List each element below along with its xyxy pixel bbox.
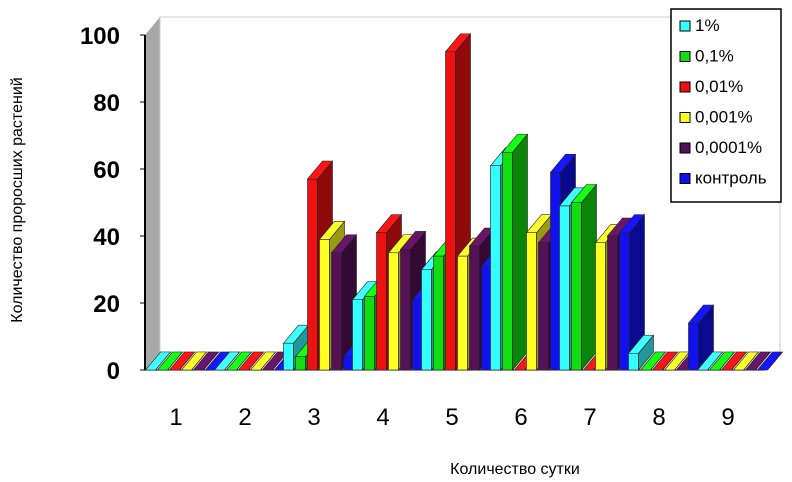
- bar: [696, 351, 724, 371]
- y-tick-label: 0: [107, 358, 120, 385]
- legend-swatch: [679, 51, 691, 62]
- bar: [501, 133, 529, 371]
- bar: [627, 334, 655, 371]
- bar: [570, 183, 598, 371]
- y-tick-label: 80: [93, 90, 120, 117]
- y-axis-title: Количество проросших растений: [9, 77, 26, 322]
- legend-swatch: [679, 112, 691, 123]
- bar: [618, 213, 646, 371]
- legend-label: 0,01%: [695, 77, 743, 96]
- bar: [249, 351, 277, 371]
- y-tick-labels: 0 20 40 60 80 100: [80, 23, 145, 385]
- x-tick-label: 1: [169, 404, 182, 431]
- bar: [732, 351, 760, 371]
- legend-label: 0,0001%: [695, 138, 762, 157]
- x-tick-label: 6: [514, 404, 527, 431]
- x-tick-label: 2: [238, 404, 251, 431]
- bar: [213, 351, 241, 371]
- legend-label: 0,001%: [695, 108, 753, 127]
- bar: [756, 351, 784, 371]
- x-tick-label: 8: [652, 404, 665, 431]
- legend-swatch: [679, 20, 691, 32]
- y-tick-label: 20: [93, 291, 120, 318]
- bar: [708, 351, 736, 371]
- x-tick-label: 9: [721, 404, 734, 431]
- y-tick-label: 100: [80, 23, 120, 50]
- x-tick-labels: 1 2 3 4 5 6 7 8 9: [169, 404, 734, 431]
- bar: [651, 351, 679, 371]
- legend-label: 1%: [695, 16, 720, 35]
- bar: [225, 351, 253, 371]
- bar: [156, 351, 184, 371]
- x-tick-label: 7: [583, 404, 596, 431]
- legend-label: 0,1%: [695, 47, 734, 66]
- bar: [168, 351, 196, 371]
- bar-series-group: [144, 32, 784, 371]
- x-tick-label: 3: [307, 404, 320, 431]
- side-wall: [145, 17, 160, 370]
- bar: [192, 351, 220, 371]
- bar: [720, 351, 748, 371]
- x-tick-label: 5: [445, 404, 458, 431]
- legend-box: [670, 8, 782, 203]
- x-axis-title: Количество сутки: [450, 461, 580, 478]
- legend: 1% 0,1% 0,01% 0,001% 0,0001% контроль: [670, 8, 782, 203]
- bar: [180, 351, 208, 371]
- bar: [639, 351, 667, 371]
- bar: [144, 351, 172, 371]
- legend-label: контроль: [695, 169, 767, 188]
- legend-swatch: [679, 142, 691, 154]
- x-tick-label: 4: [376, 404, 389, 431]
- y-tick-label: 40: [93, 224, 120, 251]
- bar: [237, 351, 265, 371]
- y-tick-label: 60: [93, 157, 120, 184]
- legend-swatch: [679, 173, 691, 184]
- bar: [744, 351, 772, 371]
- legend-swatch: [679, 81, 691, 93]
